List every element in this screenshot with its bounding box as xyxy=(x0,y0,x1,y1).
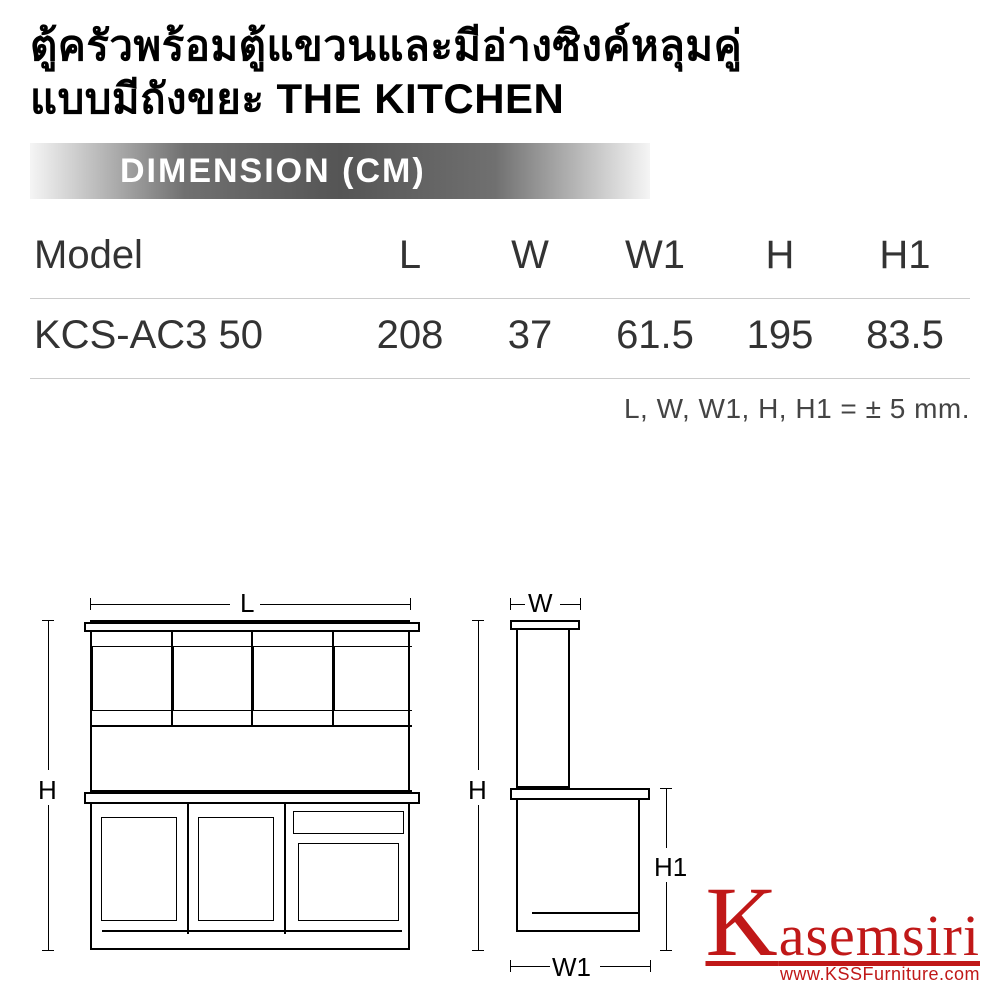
product-title-line1: ตู้ครัวพร้อมตู้แขวนและมีอ่างซิงค์หลุมคู่ xyxy=(30,20,970,73)
front-top-edge xyxy=(84,622,420,632)
col-w1: W1 xyxy=(590,219,720,299)
dim-line xyxy=(666,788,667,848)
dim-tick xyxy=(650,960,651,972)
door-panel xyxy=(253,646,332,711)
door-panel xyxy=(298,843,399,921)
dim-tick xyxy=(580,598,581,610)
col-h1: H1 xyxy=(840,219,970,299)
cell-h1: 83.5 xyxy=(840,299,970,379)
front-upper-cabinets xyxy=(92,632,412,727)
dim-tick xyxy=(472,950,484,951)
dim-label-h-front: H xyxy=(38,775,57,806)
dimension-header: DIMENSION (CM) xyxy=(30,143,650,199)
cell-w: 37 xyxy=(470,299,590,379)
dim-line xyxy=(48,805,49,950)
product-title-line2: แบบมีถังขยะ THE KITCHEN xyxy=(30,73,970,126)
dim-line xyxy=(260,604,410,605)
dim-line xyxy=(560,604,580,605)
dim-label-w1: W1 xyxy=(552,952,591,983)
front-lower-cabinets xyxy=(92,804,412,934)
lower-door xyxy=(189,804,286,934)
side-base xyxy=(532,912,640,930)
side-view-drawing xyxy=(510,620,650,950)
tolerance-note: L, W, W1, H, H1 = ± 5 mm. xyxy=(30,393,970,425)
dimension-table: Model L W W1 H H1 KCS-AC3 50 208 37 61.5… xyxy=(30,219,970,379)
cell-h: 195 xyxy=(720,299,840,379)
door-panel xyxy=(173,646,252,711)
door-panel xyxy=(101,817,177,921)
side-lower-cabinet xyxy=(516,798,640,932)
upper-door xyxy=(173,632,254,725)
front-backsplash xyxy=(92,727,412,792)
dim-line xyxy=(90,604,230,605)
cell-model: KCS-AC3 50 xyxy=(30,299,350,379)
dim-label-h-side: H xyxy=(468,775,487,806)
upper-door xyxy=(92,632,173,725)
side-upper-cabinet xyxy=(516,630,570,788)
lower-door-drawer xyxy=(286,804,412,934)
dim-tick xyxy=(42,950,54,951)
brand-rest: asemsiri xyxy=(779,903,980,968)
lower-door xyxy=(92,804,189,934)
brand-logo: Kasemsiri www.KSSFurniture.com xyxy=(705,882,980,985)
dim-line xyxy=(666,882,667,950)
cell-w1: 61.5 xyxy=(590,299,720,379)
dim-label-h1: H1 xyxy=(654,852,687,883)
dim-line xyxy=(478,805,479,950)
drawer-panel xyxy=(293,811,404,834)
dim-tick xyxy=(410,598,411,610)
front-counter xyxy=(84,792,420,804)
dim-line xyxy=(510,966,550,967)
dim-line xyxy=(478,620,479,770)
dim-line xyxy=(510,604,525,605)
front-base xyxy=(102,930,402,948)
dim-label-w: W xyxy=(528,588,553,619)
side-top-edge xyxy=(510,620,580,630)
table-header-row: Model L W W1 H H1 xyxy=(30,219,970,299)
table-row: KCS-AC3 50 208 37 61.5 195 83.5 xyxy=(30,299,970,379)
dim-label-l: L xyxy=(240,588,254,619)
front-view-drawing xyxy=(90,620,410,950)
cell-l: 208 xyxy=(350,299,470,379)
col-w: W xyxy=(470,219,590,299)
brand-initial: K xyxy=(705,866,778,977)
upper-door xyxy=(334,632,413,725)
door-panel xyxy=(92,646,171,711)
upper-door xyxy=(253,632,334,725)
door-panel xyxy=(198,817,274,921)
brand-name: Kasemsiri xyxy=(705,882,980,962)
dim-tick xyxy=(660,950,672,951)
door-panel xyxy=(334,646,413,711)
col-model: Model xyxy=(30,219,350,299)
col-l: L xyxy=(350,219,470,299)
dim-line xyxy=(48,620,49,770)
dim-line xyxy=(600,966,650,967)
col-h: H xyxy=(720,219,840,299)
front-cabinet-outline xyxy=(90,620,410,950)
